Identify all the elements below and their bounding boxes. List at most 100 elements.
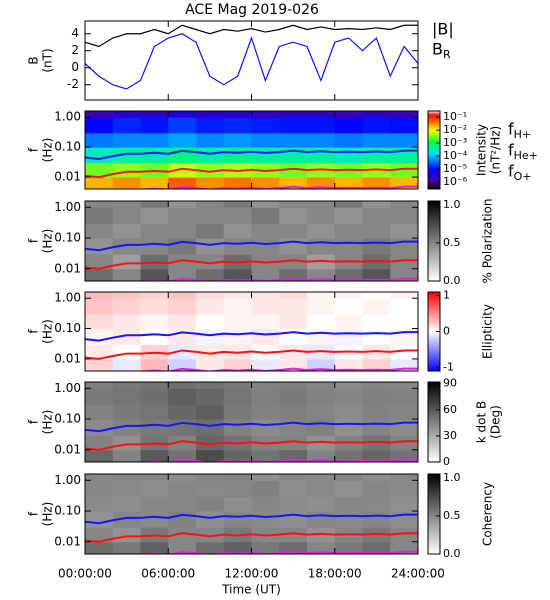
heatmap-cell [390,314,418,330]
heatmap-cell [390,223,418,239]
heatmap-cell [362,388,391,405]
heatmap-cell [223,314,252,330]
gyrofrequency-line [85,513,418,525]
heatmap-cell [168,474,197,481]
y-tick-label: 1.00 [54,291,81,305]
heatmap-cell [279,292,308,299]
heatmap-cell [112,117,141,134]
heatmap-cell [307,382,336,389]
heatmap-cell [251,480,280,497]
heatmap-cell [196,292,225,299]
heatmap-cell [112,223,141,239]
heatmap-cell [279,223,308,239]
heatmap-cell [112,111,141,118]
heatmap-cell [85,527,114,543]
y-axis-label: (nT) [41,48,55,72]
heatmap-cell [334,449,363,462]
heatmap-cell [390,117,418,134]
y-tick-label: 2 [71,43,79,57]
gyrofrequency-line [85,421,418,433]
heatmap-cell [85,449,114,462]
y-axis-label: f [27,419,41,424]
heatmap-cell [85,177,114,189]
y-axis-label: (Hz) [41,319,55,344]
heatmap-cell [223,268,252,281]
heatmap-cell [140,147,169,164]
heatmap-cell [307,147,336,164]
heatmap-cell [112,201,141,208]
colorbar-tick-label: 0.0 [443,547,461,560]
heatmap-cell [140,511,169,528]
heatmap-cell [196,328,225,345]
y-tick-label: 0.01 [54,170,81,184]
heatmap-cell [223,132,252,148]
heatmap-cell [307,298,336,315]
heatmap-cell [168,496,197,512]
heatmap-cell [362,117,391,134]
colorbar-label: Ellipticity [481,304,495,359]
heatmap-cell [85,117,114,134]
heatmap-cell [140,328,169,345]
heatmap-cell [196,162,225,178]
heatmap-cell [251,298,280,315]
heatmap-cell [168,344,197,360]
heatmap-cell [196,268,225,281]
heatmap-cell [140,223,169,239]
y-axis-label: f [27,238,41,243]
heatmap-cell [362,111,391,118]
heatmap-cell [279,314,308,330]
heatmap-cell [223,511,252,528]
heatmap-cell [168,201,197,208]
y-axis-label: (Hz) [41,229,55,254]
heatmap-cell [223,111,252,118]
heatmap-cell [85,328,114,345]
heatmap-cell [307,480,336,497]
heatmap-cell [279,404,308,420]
heatmap-cell [196,527,225,543]
heatmap-cell [168,298,197,315]
heatmap-cell [140,292,169,299]
y-tick-label: 1.00 [54,381,81,395]
heatmap-cell [334,480,363,497]
heatmap-cell [196,207,225,224]
heatmap-cell [362,223,391,239]
heatmap-cell [279,511,308,528]
heatmap-cell [362,449,391,462]
heatmap-cell [223,298,252,315]
heatmap-cell [334,358,363,371]
heatmap-cell [196,480,225,497]
heatmap-cell [362,474,391,481]
heatmap-cell [279,268,308,281]
heatmap-cell [168,238,197,255]
y-tick-label: 0.01 [54,351,81,365]
colorbar-tick-label: 10⁻¹ [443,110,467,123]
heatmap-cell [390,511,418,528]
heatmap-cell [168,147,197,164]
heatmap-cell [196,177,225,189]
colorbar-tick-label: 10⁻⁶ [443,175,468,188]
gyrofrequency-line [85,240,418,252]
heatmap-cell [390,254,418,270]
colorbar-tick-label: 0.5 [443,509,461,522]
heatmap-cell [168,207,197,224]
colorbar-tick-label: -1 [443,360,454,373]
colorbar-tick-label: 90 [443,377,457,390]
colorbar-label: k dot B [475,401,489,443]
heatmap-cell [140,419,169,436]
heatmap-cell [390,419,418,436]
heatmap-cell [390,527,418,543]
heatmap-cell [85,388,114,405]
heatmap-cell [307,238,336,255]
heatmap-cell [362,480,391,497]
heatmap-cell [279,147,308,164]
heatmap-cell [196,496,225,512]
heatmap-cell [168,111,197,118]
heatmap-cell [334,238,363,255]
heatmap-cell [251,177,280,189]
heatmap-cell [168,404,197,420]
heatmap-cell [307,132,336,148]
colorbar-label: Coherency [481,482,495,546]
y-axis-label: f [27,329,41,334]
heatmap-cell [251,268,280,281]
heatmap-cell [307,201,336,208]
